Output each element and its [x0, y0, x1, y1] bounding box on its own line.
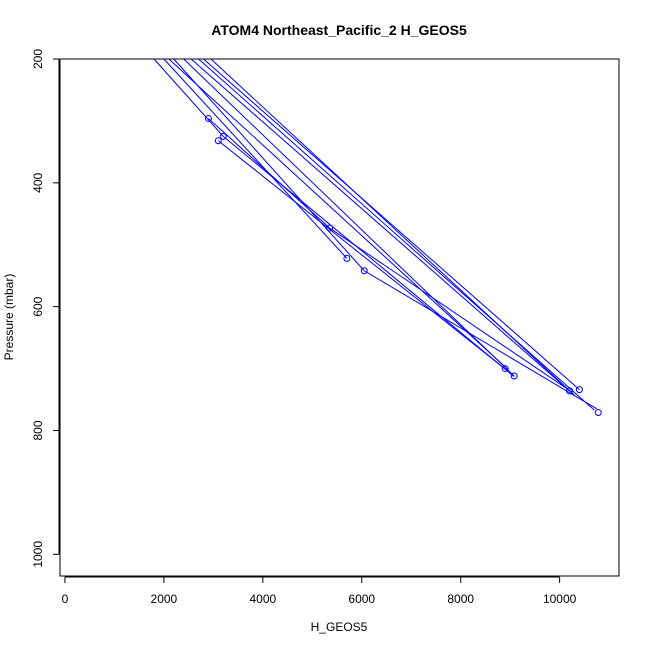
data-point: [594, 409, 602, 417]
y-axis-label: Pressure (mbar): [2, 274, 16, 361]
data-point: [204, 114, 212, 122]
y-tick-label: 200: [31, 49, 45, 69]
data-point: [214, 137, 222, 145]
x-tick-label: 2000: [151, 592, 178, 606]
x-tick-label: 10000: [543, 592, 577, 606]
profile-line-segment: [210, 58, 575, 396]
profile-line-segment: [198, 58, 595, 411]
data-point: [510, 372, 518, 380]
data-point: [566, 387, 574, 395]
profile-line-segment: [222, 136, 515, 378]
profile-line-segment: [363, 270, 597, 410]
profile-line-segment: [329, 227, 573, 393]
profile-line-segment: [190, 58, 570, 392]
profile-line-segment: [208, 118, 330, 229]
profile-line-segment: [168, 58, 509, 370]
profile-line-segment: [203, 58, 580, 391]
x-axis: 0 2000 4000 6000 8000 10000: [62, 576, 577, 606]
x-tick-label: 4000: [249, 592, 276, 606]
data-point: [360, 267, 368, 275]
data-point: [326, 224, 334, 232]
y-axis: 200 400 600 800 1000: [31, 49, 60, 568]
chart-title: ATOM4 Northeast_Pacific_2 H_GEOS5: [211, 22, 467, 38]
y-tick-label: 400: [31, 173, 45, 193]
x-axis-label: H_GEOS5: [311, 620, 368, 634]
x-tick-label: 6000: [348, 592, 375, 606]
plot-frame: [59, 58, 620, 577]
profile-line-segment: [217, 140, 509, 372]
x-tick-label: 8000: [447, 592, 474, 606]
y-tick-label: 600: [31, 296, 45, 316]
profile-line-segment: [173, 58, 365, 272]
data-point: [575, 386, 583, 394]
data-points: [204, 114, 602, 417]
y-tick-label: 1000: [31, 541, 45, 568]
data-point: [343, 254, 351, 262]
profile-lines: [153, 58, 597, 411]
profile-line-segment: [153, 58, 224, 137]
profile-line-segment: [163, 58, 348, 259]
data-point: [501, 365, 509, 373]
profile-line-segment: [183, 58, 515, 377]
data-point: [219, 132, 227, 140]
x-tick-label: 0: [62, 592, 69, 606]
y-tick-label: 800: [31, 420, 45, 440]
